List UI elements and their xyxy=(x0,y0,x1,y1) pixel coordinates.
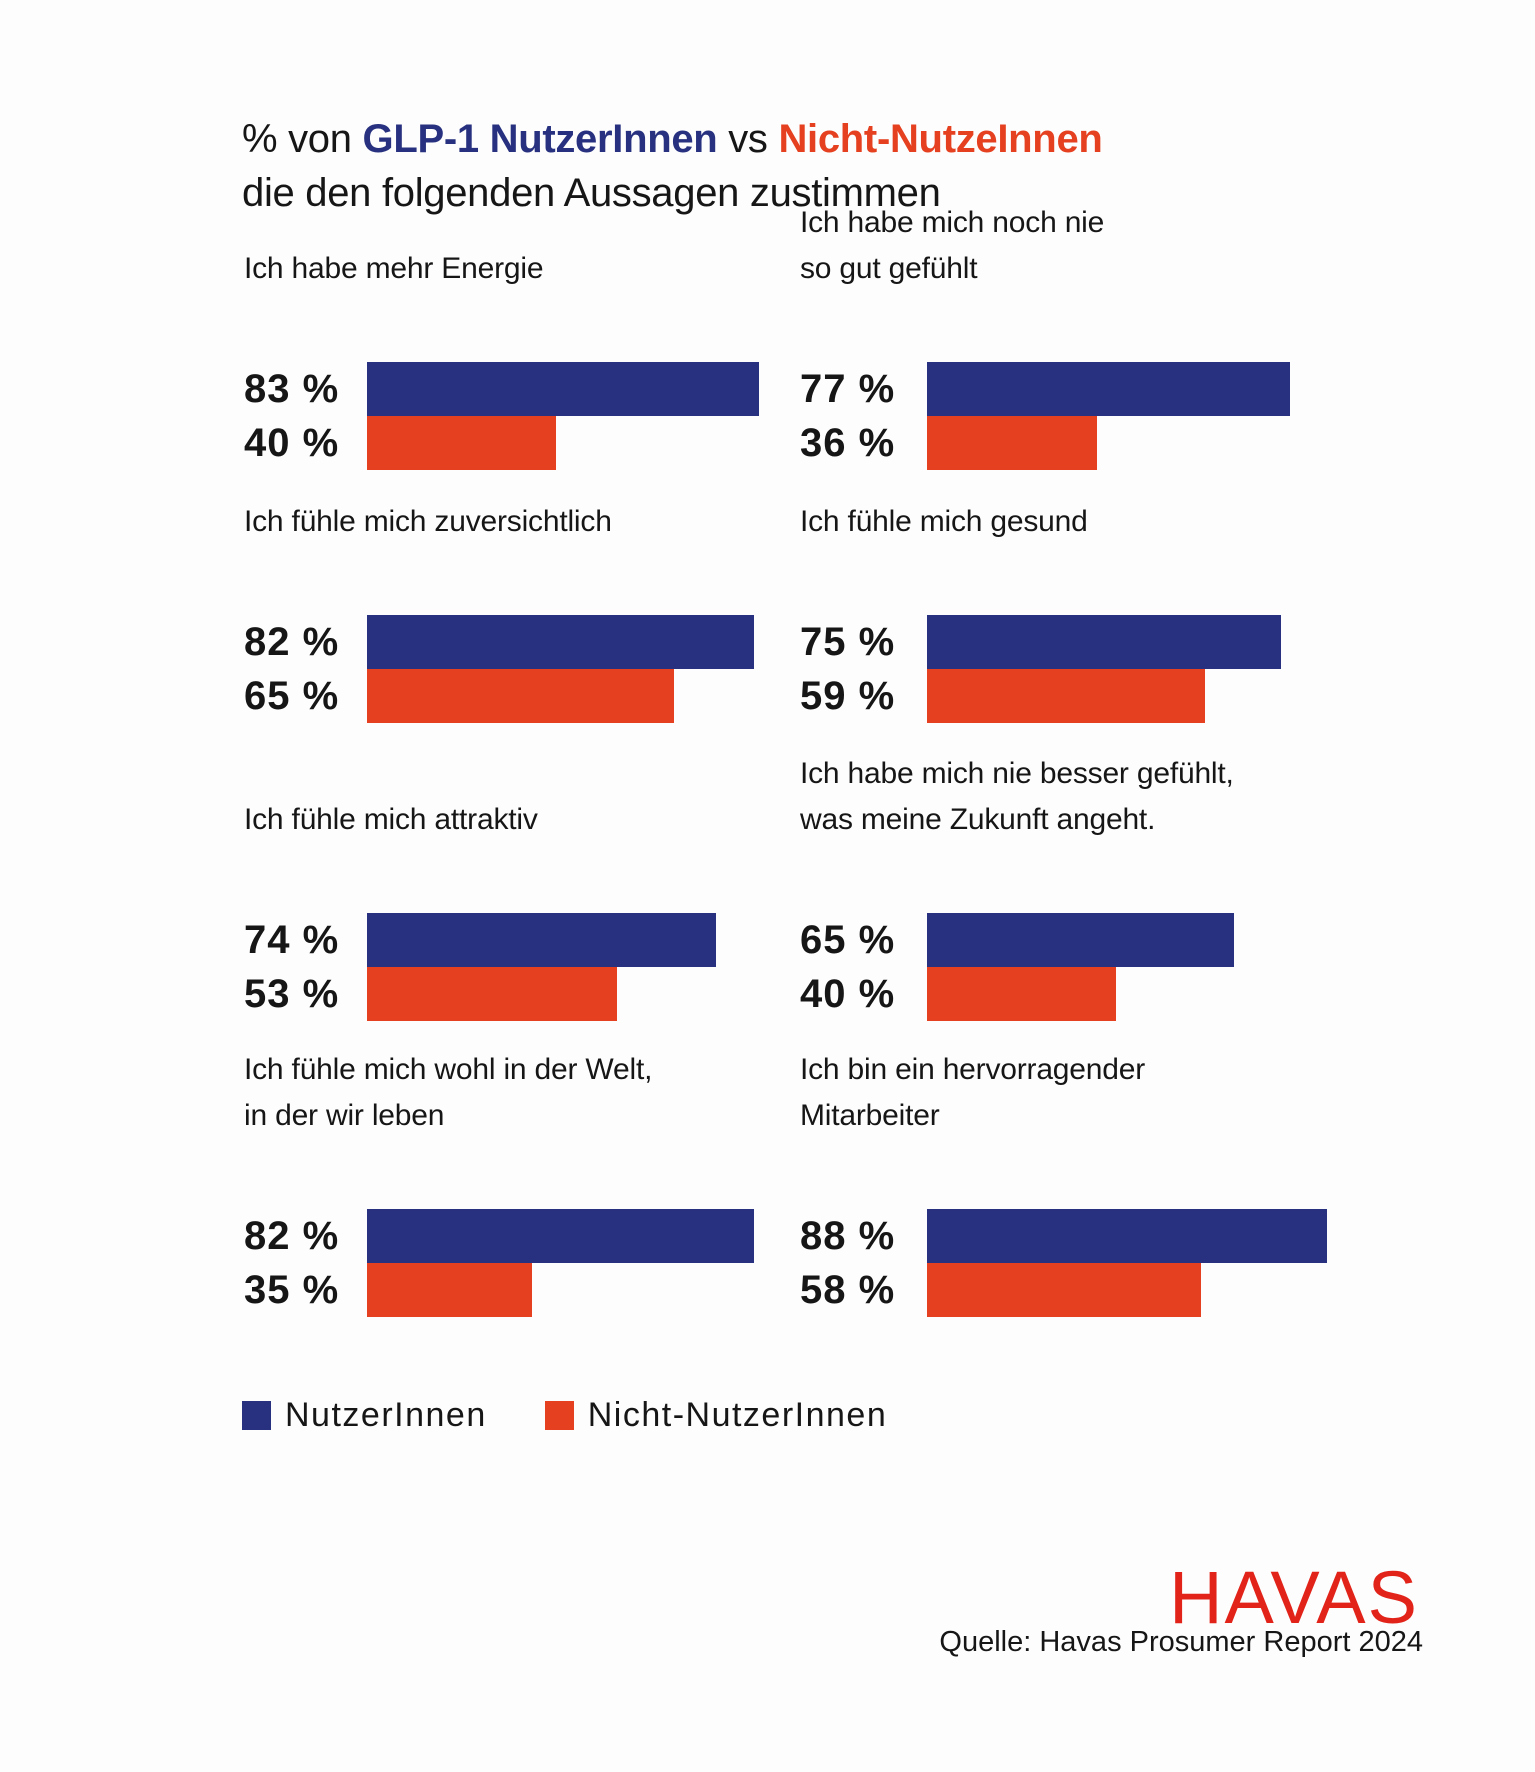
title-vs: vs xyxy=(717,117,779,161)
statement-label: Ich habe mich noch nie so gut gefühlt xyxy=(800,206,1105,285)
statement-label: Ich fühle mich attraktiv xyxy=(244,803,538,836)
legend-swatch-users xyxy=(242,1401,271,1430)
bar-non-users xyxy=(927,1263,1201,1317)
bar-row-non-users: 36 % xyxy=(800,416,1360,470)
bar-users xyxy=(927,362,1291,416)
legend: NutzerInnen Nicht-NutzerInnen xyxy=(242,1396,945,1435)
bar-users xyxy=(367,913,717,967)
legend-item-users: NutzerInnen xyxy=(242,1396,487,1435)
bar-non-users xyxy=(367,967,618,1021)
statement-label: Ich fühle mich zuversichtlich xyxy=(244,505,612,538)
bar-row-non-users: 58 % xyxy=(800,1263,1360,1317)
bar-users xyxy=(367,615,755,669)
bar-users xyxy=(927,615,1281,669)
statement-panel: Ich fühle mich zuversichtlich 82 % 65 % xyxy=(244,465,764,723)
statement-panel: Ich bin ein hervorragender Mitarbeiter 88… xyxy=(800,1053,1327,1317)
bar-row-users: 77 % xyxy=(800,362,1360,416)
legend-label-users: NutzerInnen xyxy=(285,1396,487,1434)
title-line-1: % von GLP-1 NutzerInnen vs Nicht-NutzeIn… xyxy=(242,112,1103,166)
bar-non-users xyxy=(367,1263,533,1317)
value-label-users: 77 % xyxy=(800,367,896,411)
statement-label: Ich habe mehr Energie xyxy=(244,252,544,285)
value-label-non-users: 65 % xyxy=(244,674,340,718)
bar-row-users: 75 % xyxy=(800,615,1360,669)
statement-label: Ich fühle mich wohl in der Welt, in der … xyxy=(244,1053,653,1132)
value-label-non-users: 40 % xyxy=(244,421,340,465)
legend-item-non-users: Nicht-NutzerInnen xyxy=(544,1396,888,1435)
value-label-non-users: 59 % xyxy=(800,674,896,718)
bar-row-users: 82 % xyxy=(244,615,804,669)
value-label-non-users: 58 % xyxy=(800,1268,896,1312)
statement-panel: Ich fühle mich attraktiv 74 % 53 % xyxy=(244,763,764,1021)
statement-label: Ich fühle mich gesund xyxy=(800,505,1088,538)
value-label-users: 82 % xyxy=(244,620,340,664)
bar-row-non-users: 65 % xyxy=(244,669,804,723)
bar-row-users: 83 % xyxy=(244,362,804,416)
title-group-non-users: Nicht-NutzeInnen xyxy=(778,117,1103,161)
bar-row-users: 65 % xyxy=(800,913,1360,967)
value-label-users: 65 % xyxy=(800,918,896,962)
bar-non-users xyxy=(927,416,1097,470)
bar-row-non-users: 40 % xyxy=(244,416,804,470)
legend-label-non-users: Nicht-NutzerInnen xyxy=(587,1396,888,1434)
title-prefix: % von xyxy=(242,117,363,161)
statement-panel: Ich habe mich nie besser gefühlt, was me… xyxy=(800,757,1320,1021)
title-group-users: GLP-1 NutzerInnen xyxy=(362,117,718,161)
statement-label: Ich habe mich nie besser gefühlt, was me… xyxy=(800,757,1234,836)
value-label-users: 82 % xyxy=(244,1214,340,1258)
value-label-non-users: 35 % xyxy=(244,1268,340,1312)
title-line-2: die den folgenden Aussagen zustimmen xyxy=(242,171,941,215)
bar-non-users xyxy=(927,669,1206,723)
bar-users xyxy=(927,1209,1327,1263)
value-label-users: 75 % xyxy=(800,620,896,664)
bar-users xyxy=(367,362,759,416)
bar-row-non-users: 40 % xyxy=(800,967,1360,1021)
statement-panel: Ich habe mich noch nie so gut gefühlt 77 … xyxy=(800,206,1320,470)
chart-title: % von GLP-1 NutzerInnen vs Nicht-NutzeIn… xyxy=(242,112,1103,220)
bar-row-non-users: 59 % xyxy=(800,669,1360,723)
bar-users xyxy=(927,913,1234,967)
value-label-non-users: 36 % xyxy=(800,421,896,465)
statement-label: Ich bin ein hervorragender Mitarbeiter xyxy=(800,1053,1146,1132)
bar-non-users xyxy=(927,967,1116,1021)
value-label-users: 83 % xyxy=(244,367,340,411)
bar-row-users: 88 % xyxy=(800,1209,1360,1263)
bar-row-users: 74 % xyxy=(244,913,804,967)
havas-logo: HAVAS xyxy=(1169,1556,1419,1639)
bar-row-non-users: 53 % xyxy=(244,967,804,1021)
value-label-non-users: 53 % xyxy=(244,972,340,1016)
value-label-users: 74 % xyxy=(244,918,340,962)
bar-row-users: 82 % xyxy=(244,1209,804,1263)
statement-panel: Ich habe mehr Energie 83 % 40 % xyxy=(244,212,764,470)
bar-non-users xyxy=(367,669,674,723)
source-note: Quelle: Havas Prosumer Report 2024 xyxy=(939,1626,1423,1658)
value-label-users: 88 % xyxy=(800,1214,896,1258)
statement-panel: Ich fühle mich wohl in der Welt, in der … xyxy=(244,1053,764,1317)
statement-panel: Ich fühle mich gesund 75 % 59 % xyxy=(800,465,1320,723)
bar-non-users xyxy=(367,416,556,470)
legend-swatch-non-users xyxy=(544,1401,574,1430)
value-label-non-users: 40 % xyxy=(800,972,896,1016)
bar-users xyxy=(367,1209,755,1263)
bar-row-non-users: 35 % xyxy=(244,1263,804,1317)
